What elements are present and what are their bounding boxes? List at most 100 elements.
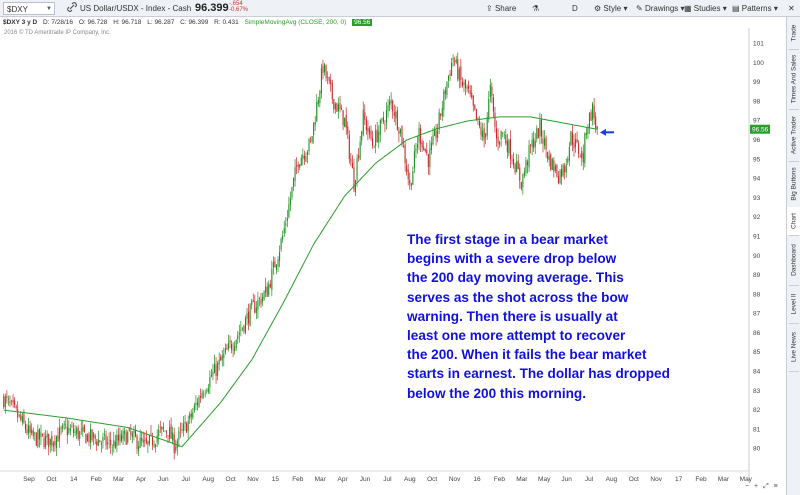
sma-study-label[interactable]: SimpleMovingAvg (CLOSE, 200, 0) [244, 19, 347, 26]
candle-body [367, 127, 369, 132]
candle-body [361, 131, 363, 141]
candle-body [430, 142, 432, 151]
candle-body [141, 438, 143, 441]
close-icon[interactable]: ✕ [788, 4, 795, 13]
tab-label: Times And Sales [790, 54, 798, 104]
tab-chart[interactable]: Chart [787, 207, 800, 235]
tab-live-news[interactable]: Live News [787, 323, 800, 371]
candle-body [305, 156, 307, 162]
fit-screen-button[interactable]: ⤢ [763, 483, 769, 490]
candle-body [131, 433, 133, 438]
candle-body [522, 174, 524, 187]
zoom-out-button[interactable]: − [745, 483, 750, 490]
candle-body [261, 296, 264, 302]
candle-body [28, 425, 30, 434]
candle-body [117, 435, 119, 441]
tab-level-ii[interactable]: Level II [787, 285, 800, 323]
candle-body [203, 394, 205, 396]
x-tick-label: 16 [473, 476, 481, 483]
candle-body [136, 435, 138, 449]
patterns-button[interactable]: ▤ Patterns ▾ [732, 2, 778, 15]
y-tick-label: 93 [753, 195, 761, 202]
price-chart[interactable]: 80 81 82 83 84 85 86 87 88 89 90 91 92 93 94 95 96 97 98 99… [0, 28, 786, 495]
candle-body [66, 426, 68, 436]
share-label: Share [494, 4, 517, 13]
patterns-label: Patterns [741, 4, 772, 13]
candle-body [547, 152, 549, 160]
menu-lines-button[interactable]: ≡ [773, 483, 778, 490]
change-value: -.654 [229, 1, 243, 7]
candle-body [373, 147, 375, 148]
y-tick-label: 86 [753, 330, 761, 337]
candle-body [229, 340, 231, 343]
info-close: C: 96.399 [180, 19, 209, 26]
candle-body [275, 264, 278, 270]
candle-body [156, 435, 158, 443]
tab-times-and-sales[interactable]: Times And Sales [787, 49, 800, 109]
last-price: 96.399 [195, 2, 229, 14]
candle-body [556, 164, 558, 177]
tab-active-trader[interactable]: Active Trader [787, 109, 800, 161]
candle-body [35, 433, 37, 446]
tab-big-buttons[interactable]: Big Buttons [787, 161, 800, 207]
candle-body [353, 167, 355, 191]
flask-icon[interactable]: ⚗ [532, 4, 540, 13]
chevron-down-icon[interactable]: ▼ [46, 6, 52, 12]
candle-body [390, 99, 392, 104]
right-side-tabs: Trade Times And Sales Active Trader Big But… [786, 17, 800, 495]
candle-body [376, 129, 378, 142]
candle-body [286, 217, 288, 221]
studies-label: Studies [693, 4, 721, 13]
info-open: O: 96.728 [78, 19, 108, 26]
candle-body [127, 431, 129, 443]
candle-body [86, 434, 88, 441]
candle-body [320, 68, 322, 94]
candle-body [372, 138, 374, 146]
period-label: D [572, 4, 578, 13]
candle-body [175, 446, 177, 451]
candle-body [455, 58, 457, 63]
candle-body [526, 161, 529, 166]
candle-body [74, 431, 76, 433]
candle-body [91, 429, 93, 440]
candle-body [503, 134, 505, 136]
candle-body [268, 284, 270, 296]
candle-body [375, 130, 377, 147]
x-tick-label: Mar [315, 476, 327, 483]
candle-body [553, 160, 555, 172]
candle-body [588, 112, 591, 128]
candle-body [525, 159, 527, 173]
candle-body [412, 170, 414, 185]
link-icon[interactable] [67, 2, 77, 15]
share-button[interactable]: ⇪ Share [486, 2, 516, 15]
candle-body [94, 435, 96, 440]
candle-body [342, 110, 344, 126]
candle-body [277, 259, 279, 267]
candle-body [212, 371, 214, 376]
x-tick-label: Feb [292, 476, 304, 483]
studies-button[interactable]: ▦ Studies ▾ [684, 2, 727, 15]
candle-body [536, 128, 538, 139]
tab-trade[interactable]: Trade [787, 17, 800, 49]
symbol-input[interactable]: $DXY ▼ [3, 2, 55, 15]
annotation-line: The first stage in a bear market [407, 232, 608, 247]
candle-body [392, 100, 394, 112]
candle-body [266, 286, 268, 297]
candle-body [508, 140, 510, 154]
candle-body [344, 117, 346, 127]
style-button[interactable]: ⚙ Style ▾ [594, 2, 627, 15]
x-tick-label: Feb [695, 476, 707, 483]
candle-body [474, 104, 476, 110]
candle-body [72, 428, 75, 433]
tab-dashboard[interactable]: Dashboard [787, 235, 800, 285]
candle-body [223, 353, 225, 358]
candle-body [190, 414, 192, 417]
period-selector[interactable]: D [572, 2, 578, 15]
zoom-in-button[interactable]: + [754, 483, 759, 490]
tab-separator [789, 109, 799, 110]
zoom-controls: − + ⤢ ≡ [742, 483, 778, 491]
candle-body [59, 427, 61, 440]
y-tick-label: 92 [753, 214, 761, 221]
drawings-button[interactable]: ✎ Drawings ▾ [636, 2, 685, 15]
candle-body [235, 339, 237, 348]
